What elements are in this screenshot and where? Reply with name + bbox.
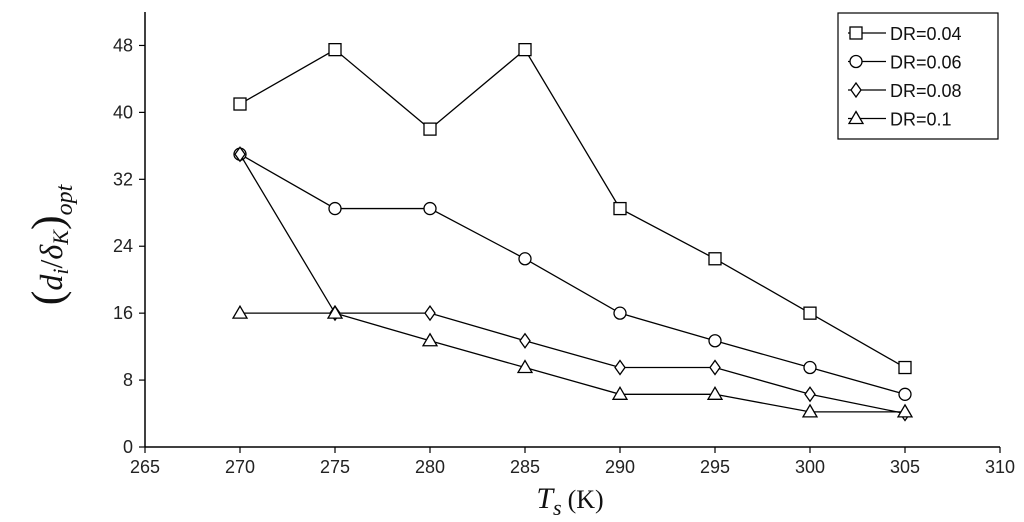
x-tick-label: 310 — [985, 457, 1015, 477]
x-tick-label: 280 — [415, 457, 445, 477]
data-point — [421, 332, 439, 347]
series-line — [240, 312, 905, 413]
data-point — [423, 201, 437, 216]
data-point — [234, 146, 246, 163]
legend-marker — [849, 54, 863, 69]
series-triangle — [231, 304, 914, 418]
y-tick-label: 16 — [113, 303, 133, 323]
x-tick-label: 300 — [795, 457, 825, 477]
series-line — [239, 153, 906, 415]
y-tick-label: 0 — [123, 437, 133, 457]
x-tick-label: 295 — [700, 457, 730, 477]
data-point — [518, 252, 532, 266]
data-point — [424, 305, 436, 322]
legend-label: DR=0.1 — [890, 110, 952, 130]
legend-item: DR=0.06 — [848, 53, 962, 73]
data-point — [801, 403, 819, 418]
y-tick-label: 32 — [113, 169, 133, 189]
x-tick-label: 285 — [510, 457, 540, 477]
data-point — [709, 359, 721, 376]
legend-label: DR=0.08 — [890, 81, 962, 101]
data-point — [611, 386, 629, 400]
series-line — [239, 153, 906, 395]
legend-item: DR=0.04 — [848, 24, 962, 44]
y-tick-label: 48 — [113, 35, 133, 55]
data-point — [328, 42, 342, 57]
data-point — [518, 42, 532, 57]
x-tick-label: 290 — [605, 457, 635, 477]
data-point — [613, 306, 627, 320]
data-point — [708, 252, 722, 266]
x-tick-label: 270 — [225, 457, 255, 477]
x-axis-title: Ts (K) — [536, 482, 603, 520]
legend-label: DR=0.04 — [890, 24, 962, 44]
data-point — [898, 387, 912, 401]
x-tick-label: 265 — [130, 457, 160, 477]
data-point — [706, 386, 724, 400]
series-square — [233, 42, 912, 375]
data-point — [896, 403, 914, 418]
y-tick-label: 24 — [113, 236, 133, 256]
data-point — [803, 360, 817, 375]
data-point — [708, 334, 722, 348]
data-point — [803, 306, 817, 320]
data-point — [614, 359, 626, 376]
data-point — [326, 304, 344, 319]
data-point — [231, 304, 249, 319]
data-point — [233, 97, 247, 111]
series-circle — [233, 147, 912, 401]
legend-label: DR=0.06 — [890, 53, 962, 73]
y-tick-label: 8 — [123, 370, 133, 390]
data-point — [516, 359, 534, 374]
legend: DR=0.04 DR=0.06 DR=0.08 DR=0.1 — [837, 12, 999, 140]
series-layer — [231, 42, 914, 422]
legend-marker — [849, 26, 863, 40]
series-diamond — [234, 146, 911, 422]
y-axis-title: (di/δK)opt — [23, 183, 78, 305]
data-point — [613, 201, 627, 216]
data-point — [328, 201, 342, 216]
legend-marker — [850, 81, 862, 99]
legend-marker — [847, 110, 865, 125]
y-tick-label: 40 — [113, 102, 133, 122]
data-point — [804, 386, 816, 403]
data-point — [519, 332, 531, 349]
data-point — [898, 360, 912, 375]
series-line — [239, 48, 906, 369]
axes: 265 270 275 280 285 290 295 300 305 310 0 8 16 24 32 40… — [113, 12, 1015, 477]
data-point — [423, 122, 437, 136]
x-tick-label: 275 — [320, 457, 350, 477]
x-tick-label: 305 — [890, 457, 920, 477]
legend-item: DR=0.08 — [848, 81, 962, 101]
legend-item: DR=0.1 — [847, 110, 952, 130]
